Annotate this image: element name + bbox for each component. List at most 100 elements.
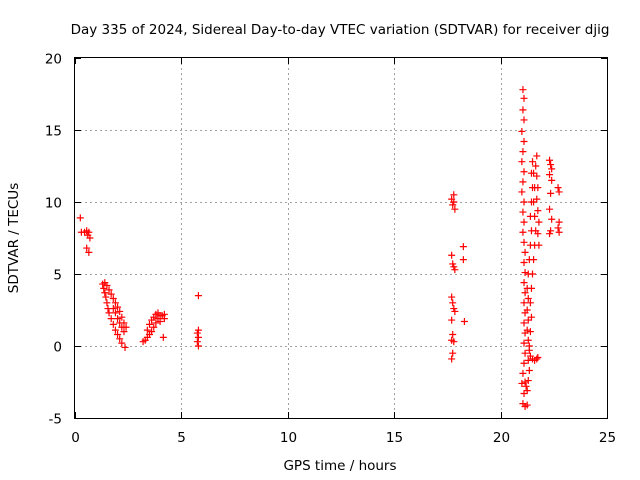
data-point [145,320,153,328]
data-point [530,256,538,264]
data-point [520,218,528,226]
y-axis-label: SDTVAR / TECUs [6,183,22,293]
data-point [194,326,202,334]
data-point [107,290,115,298]
data-point [546,171,554,179]
data-point [459,256,467,264]
data-point [160,310,168,318]
data-point [520,116,528,124]
data-point [534,184,542,192]
data-points [76,86,563,410]
data-point [554,224,562,232]
data-point [459,243,467,251]
data-point [114,315,122,323]
data-point [519,148,527,156]
data-point [535,218,543,226]
data-point [109,320,117,328]
data-point [116,319,124,327]
data-point [107,315,115,323]
plot-frame [74,57,608,419]
data-point [520,299,528,307]
data-point [533,172,541,180]
data-point [118,323,126,331]
y-tick-label: 10 [45,196,62,212]
data-point [525,366,533,374]
data-point [534,207,542,215]
data-point [194,292,202,300]
data-point [156,318,164,326]
data-point [448,251,456,259]
data-point [534,230,542,238]
data-point [111,299,119,307]
data-point [101,289,109,297]
data-point [524,294,532,302]
x-tick-label: 20 [493,430,510,446]
data-point [114,303,122,311]
x-tick-label: 5 [177,430,186,446]
data-point [533,355,541,363]
data-point [555,218,563,226]
data-point [448,355,456,363]
data-point [103,299,111,307]
x-tick-label: 0 [71,430,80,446]
data-point [522,382,530,390]
data-point [159,333,167,341]
data-point [519,228,527,236]
data-point [523,306,531,314]
data-point [546,156,554,164]
data-point [520,359,528,367]
data-point [102,293,110,301]
data-point [518,158,526,166]
data-point [114,330,122,338]
data-point [520,138,528,146]
data-point [105,286,113,294]
data-point [520,339,528,347]
x-tick-label: 25 [599,430,616,446]
data-point [523,326,531,334]
data-point [520,94,528,102]
data-point [529,270,537,278]
data-point [120,328,128,336]
data-point [520,319,528,327]
data-point [520,258,528,266]
data-point [525,342,533,350]
data-point [519,106,527,114]
data-point [148,328,156,336]
data-point [450,198,458,206]
data-point [118,339,126,347]
y-tick-label: 15 [45,124,62,140]
data-point [449,299,457,307]
data-point [519,86,527,94]
data-point [449,330,457,338]
data-point [85,228,93,236]
data-point [521,349,529,357]
data-point [547,189,555,197]
data-point [448,316,456,324]
data-point [450,191,458,199]
data-point [524,336,532,344]
data-point [448,293,456,301]
data-point [519,369,527,377]
x-tick-label: 15 [386,430,403,446]
data-point [111,326,119,334]
data-point [533,195,541,203]
data-point [194,333,202,341]
x-axis-label: GPS time / hours [283,458,396,474]
data-point [533,152,541,160]
data-point [460,318,468,326]
data-point [118,313,126,321]
data-point [519,178,527,186]
y-tick-label: 5 [53,268,62,284]
data-point [535,241,543,249]
data-point [531,212,539,220]
data-point [105,309,113,317]
data-point [527,284,535,292]
data-point [109,294,117,302]
data-point [111,309,119,317]
chart-title: Day 335 of 2024, Sidereal Day-to-day VTE… [71,22,610,38]
data-point [451,307,459,315]
data-point [529,158,537,166]
data-point [143,326,151,334]
grid-lines [75,58,607,418]
